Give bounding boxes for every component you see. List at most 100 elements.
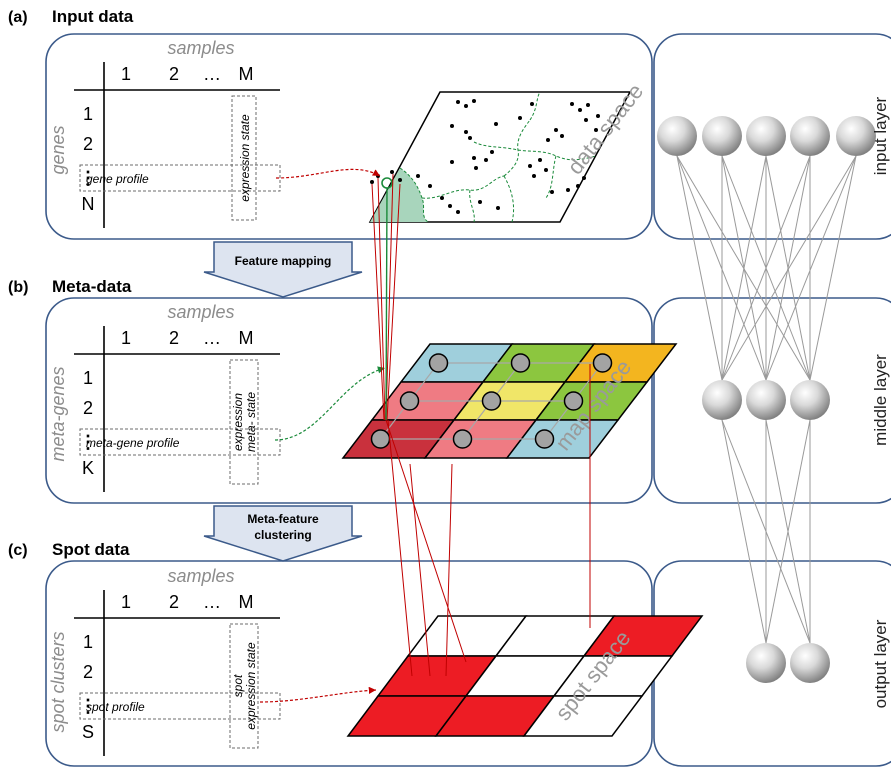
table-meta-data: samples 1 2 … M 1 2 ⋮ K meta-genes meta-… — [48, 302, 281, 492]
data-point — [456, 100, 460, 104]
state-label: spot — [231, 674, 245, 697]
column-header: 1 — [121, 328, 131, 348]
spot-cell — [522, 695, 644, 737]
column-header: 2 — [169, 592, 179, 612]
samples-label: samples — [167, 38, 234, 58]
data-point — [464, 104, 468, 108]
section-title: Input data — [52, 7, 134, 26]
neuron — [746, 643, 786, 683]
samples-label: samples — [167, 302, 234, 322]
row-header: N — [82, 194, 95, 214]
map-space-plane: map space — [341, 343, 678, 459]
network-edge — [721, 419, 767, 644]
arrow-label: clustering — [254, 528, 311, 542]
data-point — [584, 118, 588, 122]
map-node — [481, 391, 502, 411]
neuron — [746, 380, 786, 420]
state-label: expression state — [238, 114, 252, 202]
section-letter: (b) — [8, 279, 28, 296]
data-point — [586, 103, 590, 107]
row-header: ⋮ — [79, 168, 97, 188]
data-point — [494, 122, 498, 126]
neuron — [790, 116, 830, 156]
network-edge — [765, 155, 857, 381]
map-node — [370, 429, 391, 449]
map-node — [510, 353, 531, 373]
section-c-heading: (c) Spot data — [8, 540, 130, 559]
data-point — [370, 180, 374, 184]
network-edge — [765, 155, 811, 381]
data-point — [472, 156, 476, 160]
row-header: ⋮ — [79, 696, 97, 716]
neuron — [702, 380, 742, 420]
data-point — [566, 188, 570, 192]
neuron — [746, 116, 786, 156]
row-header: 2 — [83, 134, 93, 154]
data-point — [390, 170, 394, 174]
column-header: M — [239, 328, 254, 348]
map-node — [592, 353, 613, 373]
data-point — [582, 176, 586, 180]
column-header: M — [239, 64, 254, 84]
column-header: 1 — [121, 64, 131, 84]
row-header: ⋮ — [79, 432, 97, 452]
spot-space-plane: spot space — [346, 615, 704, 737]
section-b-heading: (b) Meta-data — [8, 277, 132, 296]
profile-label: spot profile — [86, 700, 145, 714]
column-header: 2 — [169, 64, 179, 84]
neuron — [790, 643, 830, 683]
data-point — [518, 116, 522, 120]
row-header: 1 — [83, 632, 93, 652]
layer-label: input layer — [871, 96, 890, 175]
arrow-label: Meta-feature — [247, 512, 319, 526]
state-label: metа- state — [244, 392, 258, 452]
map-node — [399, 391, 420, 411]
section-title: Meta-data — [52, 277, 132, 296]
data-point — [538, 158, 542, 162]
data-point — [576, 184, 580, 188]
column-header: … — [203, 592, 221, 612]
expression-state-box — [231, 95, 257, 221]
table-input-data: samples 1 2 … M 1 2 ⋮ N genes gene profi… — [48, 38, 281, 228]
neuron — [836, 116, 876, 156]
column-header: 2 — [169, 328, 179, 348]
data-point — [596, 114, 600, 118]
meta-gene-profile-box — [79, 428, 281, 456]
row-header: 2 — [83, 398, 93, 418]
section-letter: (a) — [8, 9, 28, 26]
data-point — [468, 136, 472, 140]
row-axis-label: spot clusters — [48, 631, 68, 732]
layer-label: output layer — [871, 619, 890, 708]
data-point — [440, 196, 444, 200]
state-label: expression — [231, 393, 245, 451]
section-a-heading: (a) Input data — [8, 7, 134, 26]
data-point — [560, 134, 564, 138]
data-point — [490, 150, 494, 154]
neuron — [702, 116, 742, 156]
meta-feature-clustering-arrow: Meta-feature clustering — [203, 505, 363, 562]
data-point — [544, 168, 548, 172]
data-point — [570, 102, 574, 106]
map-node — [428, 353, 449, 373]
neuron — [657, 116, 697, 156]
data-point — [546, 138, 550, 142]
section-title: Spot data — [52, 540, 130, 559]
row-header: 2 — [83, 662, 93, 682]
feature-mapping-arrow: Feature mapping — [203, 241, 363, 298]
profile-label: gene profile — [86, 172, 149, 186]
row-axis-label: genes — [48, 125, 68, 174]
network-edge — [809, 155, 857, 381]
map-node — [452, 429, 473, 449]
spot-expression-state-box — [229, 623, 259, 749]
data-point — [416, 174, 420, 178]
data-point — [594, 128, 598, 132]
column-header: … — [203, 64, 221, 84]
row-axis-label: meta-genes — [48, 366, 68, 461]
column-header: … — [203, 328, 221, 348]
data-point — [474, 166, 478, 170]
row-header: K — [82, 458, 94, 478]
profile-label: meta-gene profile — [86, 436, 180, 450]
row-header: S — [82, 722, 94, 742]
network-edge — [721, 155, 767, 381]
